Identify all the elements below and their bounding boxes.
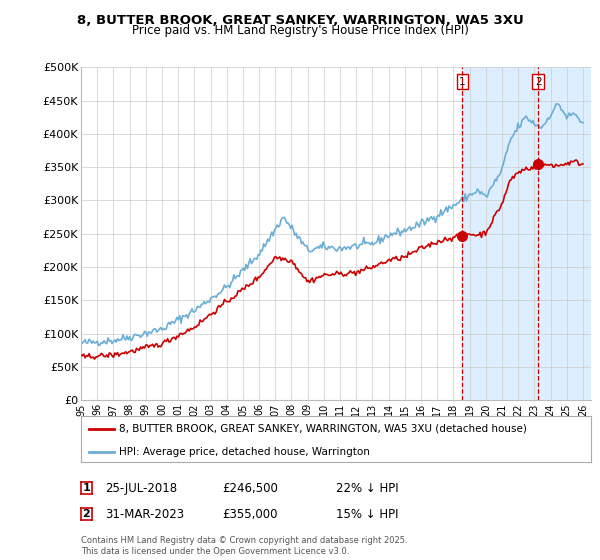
Text: Contains HM Land Registry data © Crown copyright and database right 2025.
This d: Contains HM Land Registry data © Crown c… — [81, 536, 407, 556]
Text: 31-MAR-2023: 31-MAR-2023 — [105, 507, 184, 521]
Text: £246,500: £246,500 — [222, 482, 278, 495]
Bar — [463, 67, 591, 400]
Text: £355,000: £355,000 — [222, 507, 277, 521]
Text: 1: 1 — [82, 483, 90, 493]
Text: 15% ↓ HPI: 15% ↓ HPI — [336, 507, 398, 521]
Text: 8, BUTTER BROOK, GREAT SANKEY, WARRINGTON, WA5 3XU: 8, BUTTER BROOK, GREAT SANKEY, WARRINGTO… — [77, 14, 523, 27]
Text: 8, BUTTER BROOK, GREAT SANKEY, WARRINGTON, WA5 3XU (detached house): 8, BUTTER BROOK, GREAT SANKEY, WARRINGTO… — [119, 424, 527, 434]
Text: HPI: Average price, detached house, Warrington: HPI: Average price, detached house, Warr… — [119, 447, 370, 457]
Text: 2: 2 — [82, 509, 90, 519]
Text: 25-JUL-2018: 25-JUL-2018 — [105, 482, 177, 495]
Text: 1: 1 — [459, 77, 466, 87]
Text: Price paid vs. HM Land Registry's House Price Index (HPI): Price paid vs. HM Land Registry's House … — [131, 24, 469, 37]
Text: 22% ↓ HPI: 22% ↓ HPI — [336, 482, 398, 495]
Text: 2: 2 — [535, 77, 542, 87]
